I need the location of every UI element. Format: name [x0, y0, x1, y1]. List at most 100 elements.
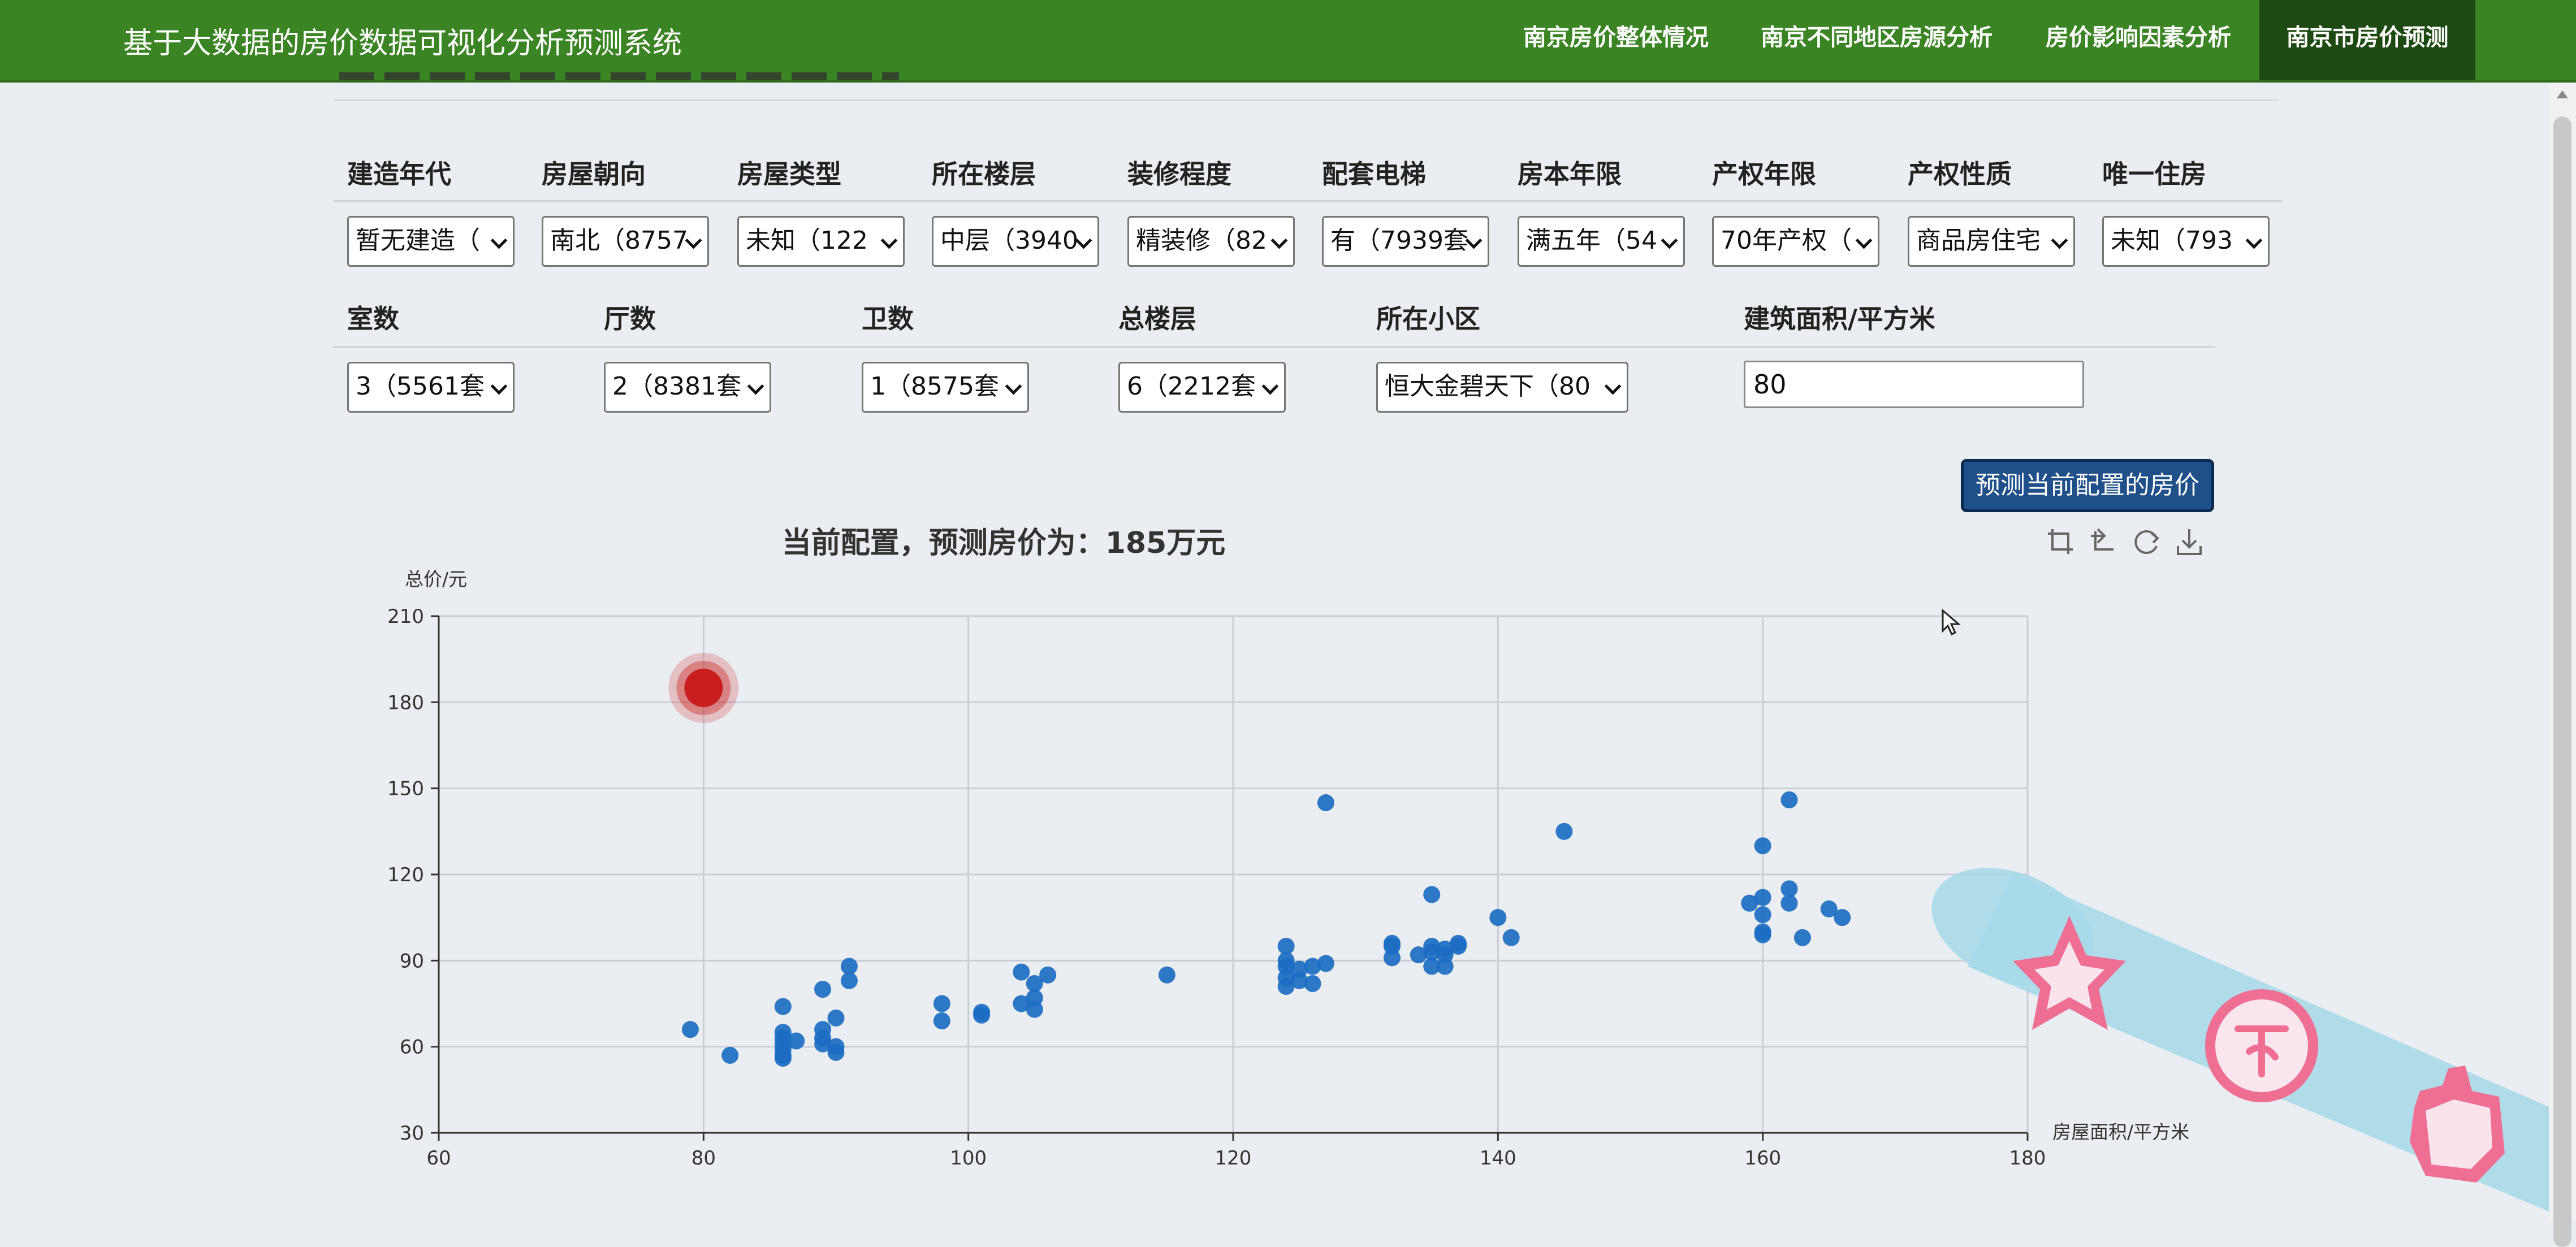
nav-factors[interactable]: 房价影响因素分析	[2046, 24, 2231, 51]
data-point[interactable]	[1423, 886, 1441, 903]
x-tick-label: 60	[426, 1147, 451, 1170]
y-tick-label: 60	[400, 1036, 424, 1059]
data-point[interactable]	[1820, 900, 1838, 917]
build-year-select[interactable]: 暂无建造（	[347, 216, 515, 267]
data-point[interactable]	[1793, 929, 1811, 946]
floor-select[interactable]: 中层（3940	[932, 216, 1099, 267]
top-navbar: 基于大数据的房价数据可视化分析预测系统 南京房价整体情况 南京不同地区房源分析 …	[0, 0, 2576, 83]
label-orientation: 房屋朝向	[542, 159, 646, 189]
restore-icon[interactable]	[2130, 526, 2162, 557]
decoration-select[interactable]: 精装修（82	[1127, 216, 1295, 267]
data-point[interactable]	[1291, 972, 1308, 989]
cert-years-select[interactable]: 满五年（54	[1518, 216, 1685, 267]
data-point[interactable]	[1754, 889, 1771, 906]
halls-select[interactable]: 2（8381套	[604, 362, 771, 413]
data-point[interactable]	[1304, 958, 1321, 975]
nav-prediction[interactable]: 南京市房价预测	[2259, 0, 2475, 80]
label-property-years: 产权年限	[1712, 159, 1816, 189]
data-point[interactable]	[1754, 906, 1771, 924]
data-point[interactable]	[1450, 937, 1467, 955]
data-point[interactable]	[840, 958, 858, 975]
data-point[interactable]	[973, 1006, 991, 1024]
label-floor: 所在楼层	[932, 159, 1036, 189]
rooms-select[interactable]: 3（5561套	[347, 362, 515, 413]
data-point[interactable]	[1277, 937, 1295, 955]
app-title: 基于大数据的房价数据可视化分析预测系统	[123, 27, 682, 60]
scroll-up-arrow-icon[interactable]	[2557, 90, 2568, 98]
section-heading-partial	[339, 72, 899, 80]
data-point[interactable]	[1317, 794, 1334, 812]
data-point[interactable]	[827, 1009, 845, 1027]
heading-divider	[334, 99, 2279, 101]
predicted-point[interactable]	[684, 668, 723, 707]
scroll-thumb[interactable]	[2553, 116, 2571, 1247]
page-scrollbar[interactable]	[2549, 83, 2576, 1247]
data-point[interactable]	[721, 1046, 739, 1064]
data-point[interactable]	[1039, 966, 1057, 984]
total-floors-select[interactable]: 6（2212套	[1118, 362, 1286, 413]
data-point[interactable]	[1780, 894, 1798, 912]
y-axis-label: 总价/元	[405, 568, 467, 590]
x-tick-label: 80	[691, 1147, 716, 1170]
y-tick-label: 90	[400, 950, 424, 972]
data-point[interactable]	[1423, 943, 1441, 961]
data-point[interactable]	[1741, 894, 1758, 912]
data-point[interactable]	[1489, 909, 1507, 926]
data-point[interactable]	[1158, 966, 1175, 984]
data-point[interactable]	[1026, 1001, 1043, 1018]
predict-button[interactable]: 预测当前配置的房价	[1961, 459, 2214, 512]
data-point[interactable]	[1026, 975, 1043, 992]
data-point[interactable]	[840, 972, 858, 989]
only-house-select[interactable]: 未知（793	[2102, 216, 2270, 267]
label-community: 所在小区	[1376, 304, 1480, 334]
chart-title: 当前配置，预测房价为：185万元	[781, 526, 1226, 560]
data-point[interactable]	[1780, 880, 1798, 898]
download-icon[interactable]	[2173, 526, 2205, 557]
y-tick-label: 150	[387, 778, 424, 800]
data-point[interactable]	[1555, 822, 1573, 840]
zoom-icon[interactable]	[2045, 526, 2076, 557]
data-point[interactable]	[1502, 929, 1520, 946]
property-nature-select[interactable]: 商品房住宅	[1908, 216, 2075, 267]
data-point[interactable]	[1277, 978, 1295, 995]
data-point[interactable]	[1304, 975, 1321, 992]
baths-select[interactable]: 1（8575套	[862, 362, 1029, 413]
data-point[interactable]	[1754, 926, 1771, 943]
label-elevator: 配套电梯	[1322, 159, 1426, 189]
data-point[interactable]	[933, 995, 950, 1012]
data-point[interactable]	[774, 998, 792, 1015]
property-years-select[interactable]: 70年产权（	[1712, 216, 1879, 267]
data-point[interactable]	[1780, 791, 1798, 808]
chart-highlight	[668, 652, 739, 723]
elevator-select[interactable]: 有（7939套	[1322, 216, 1489, 267]
data-point[interactable]	[1436, 941, 1454, 958]
data-point[interactable]	[1013, 963, 1030, 981]
house-type-select[interactable]: 未知（122	[737, 216, 905, 267]
label-rooms: 室数	[347, 304, 399, 334]
zoom-reset-icon[interactable]	[2087, 526, 2119, 557]
data-point[interactable]	[814, 981, 832, 998]
data-point[interactable]	[827, 1044, 845, 1061]
data-point[interactable]	[1834, 909, 1851, 926]
label-decoration: 装修程度	[1127, 159, 1231, 189]
y-tick-label: 180	[387, 691, 424, 714]
data-point[interactable]	[814, 1035, 832, 1053]
orientation-select[interactable]: 南北（8757	[542, 216, 709, 267]
data-point[interactable]	[681, 1021, 699, 1038]
data-point[interactable]	[1384, 949, 1401, 967]
data-point[interactable]	[933, 1012, 950, 1029]
y-tick-label: 120	[387, 864, 424, 886]
data-point[interactable]	[1013, 995, 1030, 1012]
data-point[interactable]	[788, 1032, 805, 1050]
nav-district[interactable]: 南京不同地区房源分析	[1761, 24, 1992, 51]
data-point[interactable]	[1410, 946, 1427, 964]
data-point[interactable]	[1754, 837, 1771, 855]
label-area: 建筑面积/平方米	[1744, 304, 1935, 334]
x-tick-label: 180	[2009, 1147, 2046, 1170]
nav-overall[interactable]: 南京房价整体情况	[1523, 24, 1709, 51]
area-input[interactable]: 80	[1744, 361, 2084, 408]
data-point[interactable]	[774, 1049, 792, 1067]
community-select[interactable]: 恒大金碧天下（80	[1376, 362, 1628, 413]
data-point[interactable]	[1423, 958, 1441, 975]
data-point[interactable]	[1317, 955, 1334, 972]
